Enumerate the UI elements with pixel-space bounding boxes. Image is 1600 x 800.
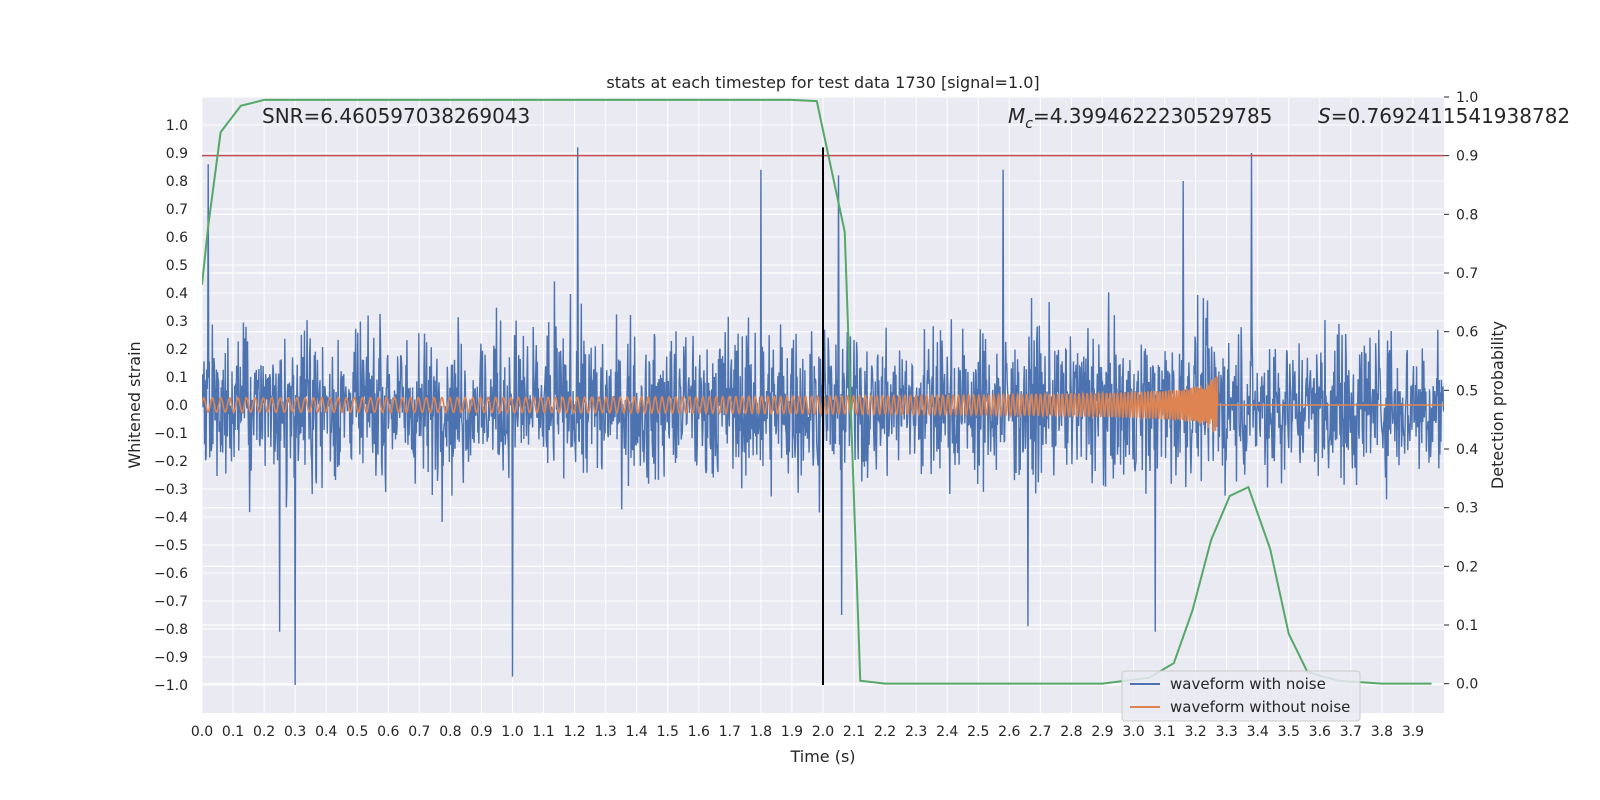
x-tick-label: 2.9 xyxy=(1091,724,1113,740)
legend-box xyxy=(1121,670,1361,722)
y2-tick-label: 1.0 xyxy=(1456,90,1478,106)
x-tick-label: 2.5 xyxy=(967,724,989,740)
x-tick-label: 0.5 xyxy=(346,724,368,740)
y-tick-label: 0.8 xyxy=(166,174,188,190)
x-tick-label: 0.7 xyxy=(408,724,430,740)
y2-tick-label: 0.3 xyxy=(1456,501,1478,517)
y-tick-label: 0.1 xyxy=(166,370,188,386)
y-tick-label: −0.4 xyxy=(154,510,188,526)
x-tick-label: 3.9 xyxy=(1402,724,1424,740)
y-tick-label: −0.6 xyxy=(154,566,188,582)
x-tick-label: 1.9 xyxy=(781,724,803,740)
x-tick-label: 3.4 xyxy=(1247,724,1269,740)
y-tick-label: −0.1 xyxy=(154,426,188,442)
x-tick-label: 3.0 xyxy=(1122,724,1144,740)
x-tick-label: 1.8 xyxy=(750,724,772,740)
x-tick-label: 1.2 xyxy=(563,724,585,740)
legend-label-clean: waveform without noise xyxy=(1170,698,1350,716)
y2-tick-label: 0.9 xyxy=(1456,149,1478,165)
x-tick-label: 0.4 xyxy=(315,724,337,740)
x-tick-label: 0.1 xyxy=(222,724,244,740)
y-tick-label: −1.0 xyxy=(154,678,188,694)
x-tick-label: 1.3 xyxy=(595,724,617,740)
x-tick-label: 2.2 xyxy=(874,724,896,740)
x-tick-label: 0.3 xyxy=(284,724,306,740)
chart-title: stats at each timestep for test data 173… xyxy=(606,73,1039,92)
snr-annotation: SNR=6.460597038269043 xyxy=(262,104,530,128)
x-tick-label: 1.0 xyxy=(501,724,523,740)
x-tick-label: 3.5 xyxy=(1278,724,1300,740)
y-tick-label: 0.9 xyxy=(166,146,188,162)
y2-tick-label: 0.2 xyxy=(1456,559,1478,575)
x-tick-label: 2.0 xyxy=(812,724,834,740)
y2-axis-label: Detection probability xyxy=(1488,321,1507,489)
y2-tick-label: 0.0 xyxy=(1456,677,1478,693)
chirp-mass-symbol: M xyxy=(1008,104,1025,128)
chirp-mass-annotation: Mc=4.3994622230529785 xyxy=(1008,104,1272,132)
y-tick-label: 0.5 xyxy=(166,258,188,274)
y-tick-label: 0.7 xyxy=(166,202,188,218)
x-tick-label: 0.2 xyxy=(253,724,275,740)
y-tick-label: −0.3 xyxy=(154,482,188,498)
detection-probability-line xyxy=(202,98,1432,685)
y-tick-label: 0.0 xyxy=(166,398,188,414)
chirp-mass-value: =4.3994622230529785 xyxy=(1033,104,1272,128)
s-value: =0.7692411541938782 xyxy=(1331,104,1570,128)
x-tick-label: 2.8 xyxy=(1060,724,1082,740)
y2-tick-label: 0.1 xyxy=(1456,618,1478,634)
y-tick-label: −0.7 xyxy=(154,594,188,610)
y-tick-label: 0.3 xyxy=(166,314,188,330)
x-axis-label: Time (s) xyxy=(789,747,855,766)
ticks: 0.0 0.1 0.2 0.3 0.4 0.5 0.6 0.7 0.8 0.9 1.0 1.1 1.2 1… xyxy=(154,90,1478,740)
y-tick-label: 0.4 xyxy=(166,286,188,302)
x-tick-label: 3.1 xyxy=(1153,724,1175,740)
x-tick-label: 2.6 xyxy=(998,724,1020,740)
y-tick-label: 1.0 xyxy=(166,118,188,134)
x-tick-label: 2.1 xyxy=(843,724,865,740)
x-tick-label: 3.7 xyxy=(1340,724,1362,740)
chart-marks xyxy=(202,147,1444,685)
legend-label-noise: waveform with noise xyxy=(1170,675,1326,693)
y2-tick-label: 0.6 xyxy=(1456,325,1478,341)
s-symbol: S xyxy=(1318,104,1331,128)
x-tick-label: 1.6 xyxy=(688,724,710,740)
y2-tick-label: 0.5 xyxy=(1456,383,1478,399)
y-tick-label: −0.8 xyxy=(154,622,188,638)
x-tick-label: 0.9 xyxy=(470,724,492,740)
x-tick-label: 3.3 xyxy=(1216,724,1238,740)
y2-tick-label: 0.7 xyxy=(1456,266,1478,282)
x-tick-label: 0.6 xyxy=(377,724,399,740)
legend: waveform with noise waveform without noi… xyxy=(1121,670,1361,722)
x-tick-label: 3.6 xyxy=(1309,724,1331,740)
y-tick-label: −0.5 xyxy=(154,538,188,554)
x-tick-label: 1.1 xyxy=(532,724,554,740)
x-tick-label: 3.2 xyxy=(1184,724,1206,740)
y-axis-label: Whitened strain xyxy=(125,341,144,468)
y-tick-label: −0.2 xyxy=(154,454,188,470)
x-tick-label: 1.7 xyxy=(719,724,741,740)
x-tick-label: 0.0 xyxy=(191,724,213,740)
probability-series xyxy=(202,98,1432,685)
s-annotation: S=0.7692411541938782 xyxy=(1318,104,1570,128)
x-tick-label: 1.5 xyxy=(657,724,679,740)
y-tick-label: −0.9 xyxy=(154,650,188,666)
x-tick-label: 1.4 xyxy=(626,724,648,740)
y-tick-label: 0.6 xyxy=(166,230,188,246)
chirp-mass-subscript: c xyxy=(1025,116,1033,132)
x-tick-label: 2.7 xyxy=(1029,724,1051,740)
x-tick-label: 2.4 xyxy=(936,724,958,740)
y-tick-label: 0.2 xyxy=(166,342,188,358)
x-tick-label: 3.8 xyxy=(1371,724,1393,740)
y2-tick-label: 0.4 xyxy=(1456,442,1478,458)
y2-tick-label: 0.8 xyxy=(1456,207,1478,223)
x-tick-label: 0.8 xyxy=(439,724,461,740)
x-tick-label: 2.3 xyxy=(905,724,927,740)
